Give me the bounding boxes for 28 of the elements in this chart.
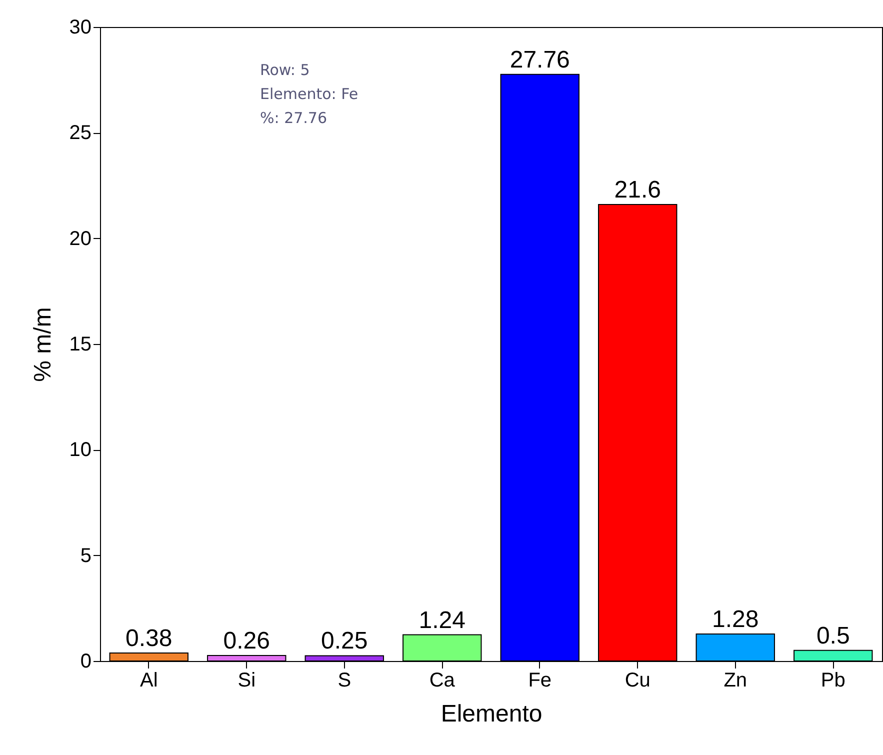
y-tick-label: 10 xyxy=(69,439,92,462)
y-axis-title: % m/m xyxy=(29,307,56,382)
y-tick-label: 5 xyxy=(80,544,92,567)
y-tick-label: 15 xyxy=(69,334,92,356)
data-label: 1.28 xyxy=(712,606,759,633)
y-tick-label: 30 xyxy=(69,16,92,38)
data-label: 0.5 xyxy=(816,622,850,650)
x-tick-label: Fe xyxy=(528,670,552,692)
y-tick-label: 0 xyxy=(80,650,92,672)
x-tick-label: Si xyxy=(238,670,256,692)
data-label: 1.24 xyxy=(418,606,466,634)
data-label: 0.25 xyxy=(321,628,368,655)
annotation: %: 27.76 xyxy=(260,109,328,127)
x-tick-label: Cu xyxy=(624,670,650,692)
data-label: 0.26 xyxy=(223,628,270,655)
data-label: 27.76 xyxy=(510,46,570,74)
data-label: 21.6 xyxy=(614,176,661,204)
annotation: Elemento: Fe xyxy=(260,85,358,103)
x-tick-label: S xyxy=(338,670,352,692)
x-tick-label: Pb xyxy=(820,670,846,692)
x-tick-label: Ca xyxy=(429,670,456,692)
y-tick-label: 20 xyxy=(69,228,92,250)
y-tick-label: 25 xyxy=(69,122,92,144)
x-tick-label: Zn xyxy=(724,670,748,692)
annotation: Row: 5 xyxy=(260,61,310,79)
data-label: 0.38 xyxy=(126,624,172,652)
x-tick-label: Al xyxy=(140,670,158,692)
x-axis-title: Elemento xyxy=(440,700,542,728)
